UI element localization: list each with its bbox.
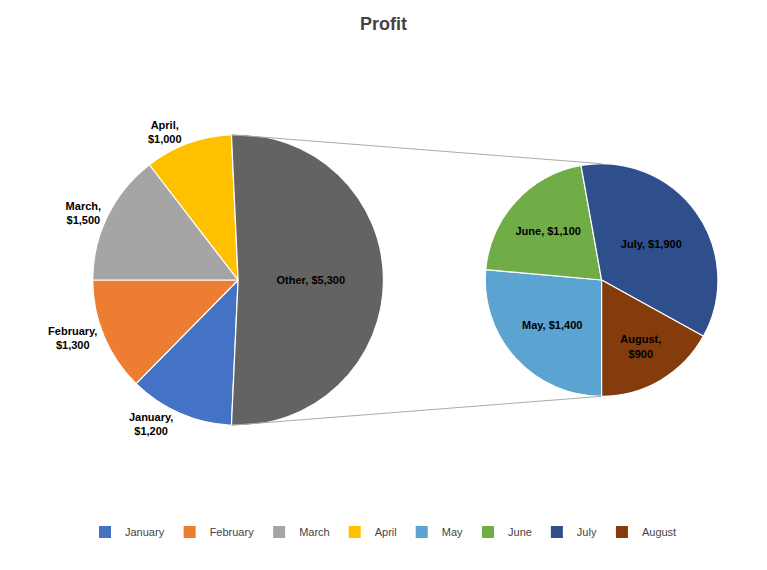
svg-text:February,$1,300: February,$1,300 [48, 325, 97, 351]
svg-text:Profit: Profit [360, 14, 407, 34]
svg-text:April,$1,000: April,$1,000 [148, 119, 182, 145]
svg-text:February: February [210, 526, 255, 538]
svg-text:June: June [508, 526, 532, 538]
svg-text:July: July [577, 526, 597, 538]
svg-text:January: January [125, 526, 165, 538]
svg-text:August,$900: August,$900 [620, 333, 661, 359]
svg-text:Other, $5,300: Other, $5,300 [277, 274, 346, 286]
svg-text:June, $1,100: June, $1,100 [515, 225, 580, 237]
svg-text:May: May [442, 526, 463, 538]
svg-text:May, $1,400: May, $1,400 [522, 319, 582, 331]
svg-text:July, $1,900: July, $1,900 [621, 238, 682, 250]
svg-text:August: August [642, 526, 676, 538]
svg-text:March,$1,500: March,$1,500 [66, 200, 101, 226]
svg-text:January,$1,200: January,$1,200 [129, 411, 173, 437]
svg-text:April: April [375, 526, 397, 538]
svg-text:March: March [299, 526, 330, 538]
